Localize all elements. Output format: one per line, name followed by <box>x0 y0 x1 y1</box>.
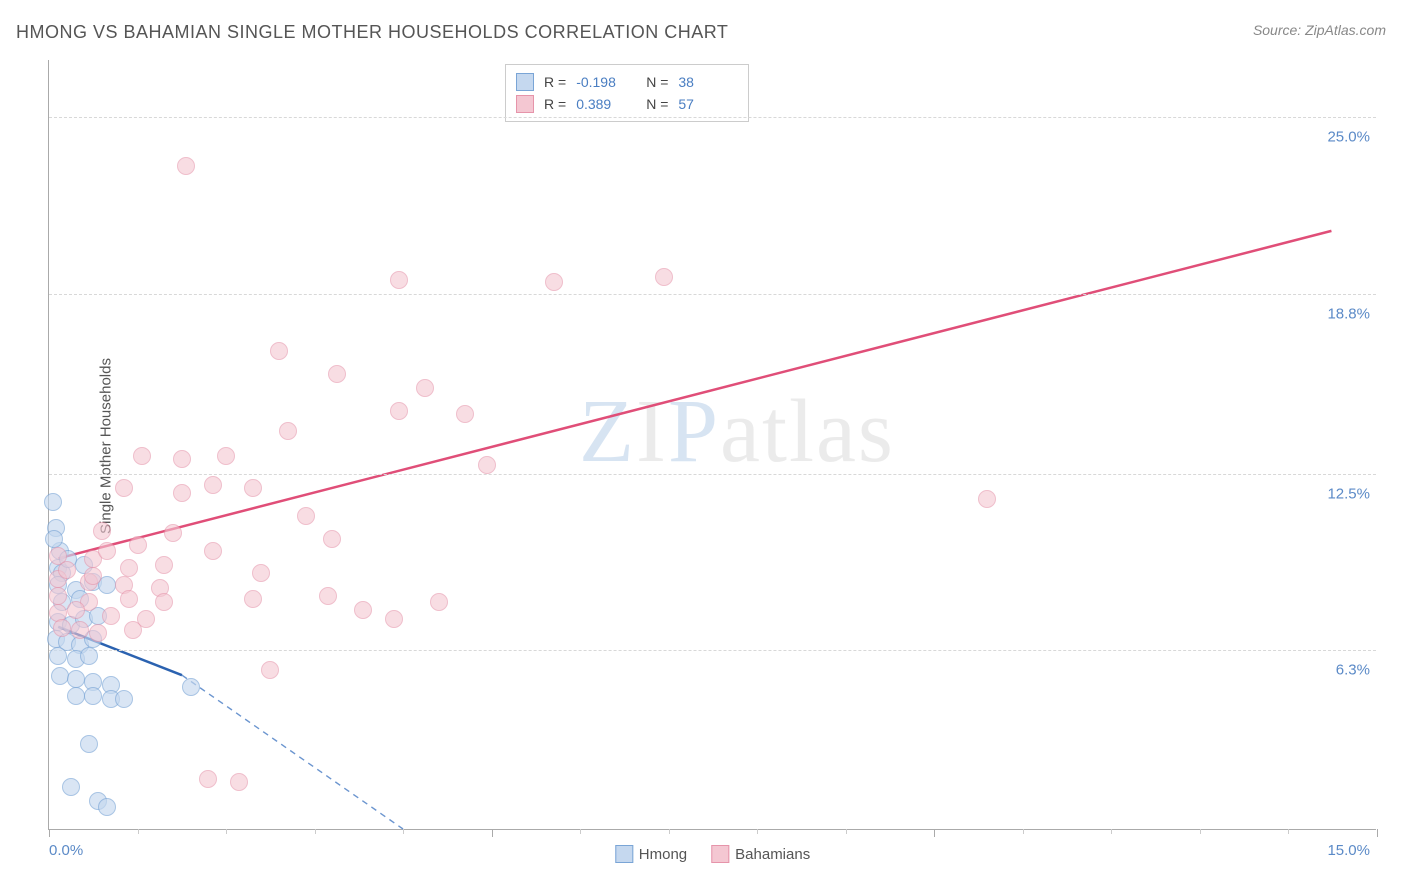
series-legend: Hmong Bahamians <box>607 845 818 863</box>
x-tick-minor <box>757 829 758 834</box>
scatter-point <box>133 447 151 465</box>
scatter-point <box>390 271 408 289</box>
x-axis-max-label: 15.0% <box>1327 842 1370 859</box>
legend-row: R = 0.389N = 57 <box>516 93 738 115</box>
scatter-point <box>416 379 434 397</box>
scatter-point <box>67 601 85 619</box>
x-axis-min-label: 0.0% <box>49 842 83 859</box>
scatter-point <box>230 773 248 791</box>
scatter-point <box>49 647 67 665</box>
scatter-point <box>199 770 217 788</box>
scatter-point <box>155 593 173 611</box>
scatter-point <box>67 687 85 705</box>
scatter-point <box>62 778 80 796</box>
gridline <box>49 650 1376 651</box>
y-tick-label: 12.5% <box>1327 485 1370 502</box>
scatter-point <box>115 690 133 708</box>
scatter-point <box>978 490 996 508</box>
scatter-point <box>545 273 563 291</box>
chart-title: HMONG VS BAHAMIAN SINGLE MOTHER HOUSEHOL… <box>16 22 728 43</box>
scatter-point <box>80 647 98 665</box>
scatter-point <box>58 561 76 579</box>
scatter-point <box>129 536 147 554</box>
x-tick-major <box>1377 829 1378 837</box>
source-label: Source: ZipAtlas.com <box>1253 22 1386 38</box>
scatter-point <box>84 687 102 705</box>
scatter-point <box>120 559 138 577</box>
scatter-point <box>177 157 195 175</box>
legend-item: Hmong <box>615 845 687 863</box>
scatter-point <box>44 493 62 511</box>
scatter-point <box>45 530 63 548</box>
gridline <box>49 117 1376 118</box>
scatter-point <box>80 735 98 753</box>
scatter-point <box>124 621 142 639</box>
scatter-point <box>655 268 673 286</box>
watermark: ZIPatlas <box>579 380 895 483</box>
scatter-point <box>84 567 102 585</box>
scatter-point <box>98 798 116 816</box>
x-tick-major <box>49 829 50 837</box>
x-tick-major <box>934 829 935 837</box>
scatter-point <box>252 564 270 582</box>
scatter-point <box>297 507 315 525</box>
scatter-point <box>49 587 67 605</box>
scatter-point <box>53 619 71 637</box>
scatter-point <box>115 479 133 497</box>
x-tick-minor <box>315 829 316 834</box>
y-tick-label: 18.8% <box>1327 305 1370 322</box>
scatter-point <box>270 342 288 360</box>
scatter-point <box>182 678 200 696</box>
scatter-point <box>385 610 403 628</box>
scatter-point <box>71 621 89 639</box>
scatter-point <box>204 476 222 494</box>
scatter-point <box>93 522 111 540</box>
scatter-point <box>244 479 262 497</box>
scatter-point <box>456 405 474 423</box>
x-tick-minor <box>1023 829 1024 834</box>
scatter-point <box>430 593 448 611</box>
legend-row: R = -0.198N = 38 <box>516 71 738 93</box>
x-tick-minor <box>1288 829 1289 834</box>
scatter-point <box>478 456 496 474</box>
plot-area: ZIPatlas R = -0.198N = 38R = 0.389N = 57… <box>48 60 1376 830</box>
scatter-point <box>390 402 408 420</box>
x-tick-minor <box>669 829 670 834</box>
y-tick-label: 6.3% <box>1336 662 1370 679</box>
x-tick-minor <box>846 829 847 834</box>
scatter-point <box>261 661 279 679</box>
x-tick-minor <box>138 829 139 834</box>
scatter-point <box>319 587 337 605</box>
gridline <box>49 294 1376 295</box>
scatter-point <box>102 607 120 625</box>
x-tick-major <box>492 829 493 837</box>
scatter-point <box>204 542 222 560</box>
scatter-point <box>155 556 173 574</box>
scatter-point <box>120 590 138 608</box>
scatter-point <box>323 530 341 548</box>
scatter-point <box>244 590 262 608</box>
scatter-point <box>217 447 235 465</box>
gridline <box>49 474 1376 475</box>
scatter-point <box>98 542 116 560</box>
correlation-legend: R = -0.198N = 38R = 0.389N = 57 <box>505 64 749 122</box>
scatter-point <box>89 624 107 642</box>
scatter-point <box>279 422 297 440</box>
x-tick-minor <box>580 829 581 834</box>
scatter-point <box>328 365 346 383</box>
y-tick-label: 25.0% <box>1327 129 1370 146</box>
scatter-point <box>173 450 191 468</box>
scatter-point <box>164 524 182 542</box>
x-tick-minor <box>226 829 227 834</box>
scatter-point <box>354 601 372 619</box>
x-tick-minor <box>1111 829 1112 834</box>
scatter-point <box>173 484 191 502</box>
x-tick-minor <box>1200 829 1201 834</box>
x-tick-minor <box>403 829 404 834</box>
scatter-point <box>67 670 85 688</box>
trend-lines <box>49 60 1376 829</box>
legend-item: Bahamians <box>711 845 810 863</box>
